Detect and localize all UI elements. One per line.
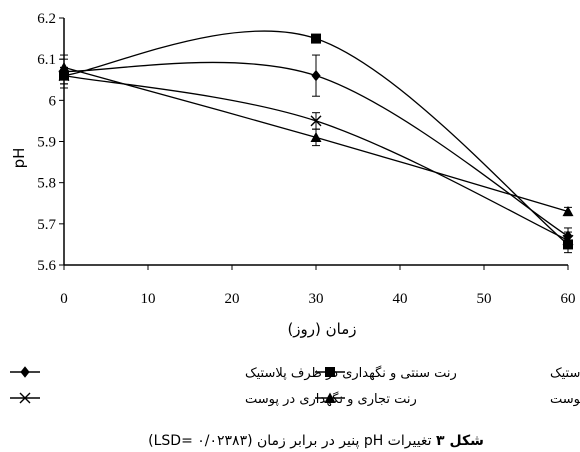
square-marker <box>563 239 573 250</box>
y-tick-label: 6.2 <box>37 11 56 27</box>
diamond-marker <box>20 366 30 378</box>
y-tick-label: 6.1 <box>37 52 56 68</box>
x-marker <box>310 115 322 127</box>
x-tick-label: 60 <box>561 291 576 307</box>
square-marker <box>325 367 335 377</box>
triangle-marker <box>58 61 70 73</box>
x-tick-label: 50 <box>477 291 492 307</box>
x-tick-label: 20 <box>225 291 240 307</box>
legend-item: رنت سنتی و نگهداری در پوست <box>315 391 580 407</box>
legend-item: رنت تجاری و نگهداری در ظرف پلاستیک <box>315 365 580 381</box>
diamond-marker <box>563 230 573 242</box>
x-tick-label: 40 <box>393 291 408 307</box>
x-marker <box>58 70 70 82</box>
y-axis-label: pH <box>10 148 28 169</box>
legend-label: رنت سنتی و نگهداری در ظرف پلاستیک <box>245 365 457 381</box>
legend-item: رنت تجاری و نگهداری در پوست <box>10 391 417 407</box>
y-tick-label: 5.6 <box>37 258 56 274</box>
x-axis-label: زمان (روز) <box>287 320 356 338</box>
caption-prefix: شکل ۳ <box>436 433 484 449</box>
x-marker <box>562 234 574 246</box>
caption-text: تغییرات pH پنیر در برابر زمان (LSD= ۰/۰۲… <box>148 433 432 449</box>
series-markers <box>58 33 574 250</box>
y-tick-label: 5.8 <box>37 176 56 192</box>
y-tick-label: 5.7 <box>37 217 56 233</box>
triangle-marker <box>324 392 336 403</box>
series-line-3 <box>63 74 569 241</box>
y-tick-label: 5.9 <box>37 135 56 151</box>
legend-label: رنت تجاری و نگهداری در پوست <box>245 391 417 407</box>
error-bars <box>60 33 572 254</box>
y-tick-label: 6 <box>49 93 57 109</box>
x-tick-label: 10 <box>141 291 156 307</box>
legend-item: رنت سنتی و نگهداری در ظرف پلاستیک <box>10 365 457 381</box>
legend-label: رنت سنتی و نگهداری در پوست <box>550 391 580 407</box>
legend: رنت تجاری و نگهداری در ظرف پلاستیک رنت سن… <box>10 365 580 407</box>
y-tick-labels: 5.6 5.7 5.8 5.9 6 6.1 6.2 <box>37 11 56 274</box>
x-tick-labels: 0 10 20 30 40 50 60 <box>60 291 575 307</box>
triangle-marker <box>310 131 322 143</box>
diamond-marker <box>311 69 321 82</box>
legend-label: رنت تجاری و نگهداری در ظرف پلاستیک <box>550 365 580 381</box>
triangle-marker <box>562 205 574 217</box>
x-tick-label: 30 <box>309 291 324 307</box>
square-marker <box>311 33 321 44</box>
x-marker <box>19 392 31 404</box>
x-tick-label: 0 <box>60 291 68 307</box>
figure-caption: شکل ۳ تغییرات pH پنیر در برابر زمان (LSD… <box>148 433 484 449</box>
